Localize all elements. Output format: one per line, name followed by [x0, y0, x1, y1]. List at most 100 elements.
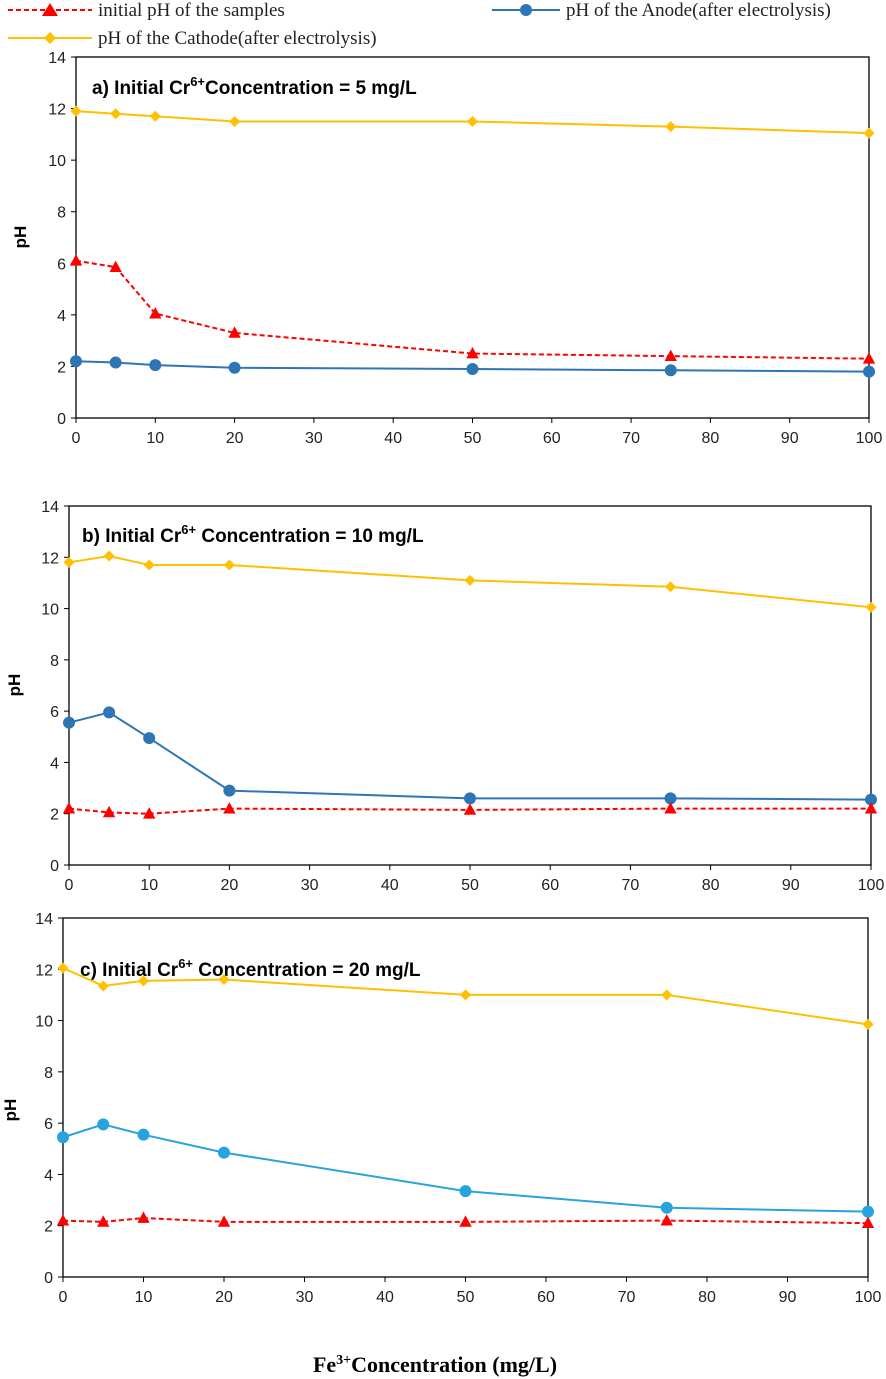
x-axis-title-sup: 3+	[336, 1353, 351, 1368]
data-point-cathode	[460, 989, 471, 1001]
x-tick-label: 20	[226, 430, 244, 447]
y-tick-label: 12	[48, 102, 66, 119]
legend-label-anode: pH of the Anode(after electrolysis)	[566, 0, 831, 21]
data-point-anode	[664, 364, 677, 377]
x-tick-label: 90	[781, 430, 799, 447]
data-point-anode	[863, 365, 875, 378]
data-point-initial	[660, 1214, 673, 1226]
data-point-cathode	[97, 980, 109, 992]
data-point-anode	[459, 1185, 472, 1198]
y-axis-label-b: pH	[5, 674, 24, 697]
data-point-anode	[464, 792, 476, 805]
y-tick-label: 6	[57, 256, 66, 273]
x-tick-label: 90	[779, 1289, 797, 1306]
x-tick-label: 20	[221, 877, 239, 894]
panel-title-prefix: a) Initial Cr	[92, 78, 191, 99]
legend: initial pH of the samples pH of the Anod…	[8, 0, 831, 49]
x-tick-label: 40	[381, 877, 399, 894]
data-point-cathode	[467, 115, 478, 127]
series-line-anode	[68, 711, 872, 801]
legend-label-cathode: pH of the Cathode(after electrolysis)	[98, 28, 377, 49]
y-tick-label: 8	[44, 1065, 53, 1082]
x-tick-label: 70	[622, 877, 640, 894]
y-axis-label-c: pH	[1, 1099, 20, 1122]
data-point-cathode	[665, 581, 676, 593]
y-tick-label: 0	[44, 1270, 53, 1287]
series-line-initial	[75, 259, 870, 360]
y-tick-label: 4	[44, 1167, 53, 1184]
data-point-cathode	[110, 108, 122, 120]
data-point-anode	[57, 1131, 69, 1144]
series-initial-b	[62, 802, 878, 819]
y-tick-label: 0	[50, 858, 59, 875]
data-point-initial	[217, 1215, 231, 1227]
data-point-anode	[97, 1118, 110, 1131]
data-point-initial	[69, 254, 83, 266]
x-tick-label: 70	[622, 430, 640, 447]
data-point-initial	[137, 1211, 150, 1223]
panel-title-sup: 6+	[181, 522, 196, 537]
data-point-initial	[102, 805, 116, 818]
data-point-initial	[149, 307, 162, 319]
data-point-initial	[664, 802, 677, 814]
chart-panel-c: 0 2 4 6 8 10 12 14 0 10 20 30 40 50 60 70 80 90 100 pH c) In…	[1, 911, 881, 1306]
x-tick-label: 10	[146, 430, 164, 447]
data-point-anode	[143, 732, 156, 745]
y-tick-label: 0	[57, 411, 66, 428]
x-tick-label: 30	[301, 877, 319, 894]
data-point-cathode	[143, 559, 155, 571]
x-tick-label: 100	[856, 430, 883, 447]
y-tick-label: 4	[57, 308, 66, 325]
legend-marker-anode	[520, 4, 532, 16]
x-tick-label: 80	[702, 430, 720, 447]
data-point-initial	[862, 352, 876, 364]
data-point-initial	[861, 1216, 875, 1229]
series-initial-c	[56, 1211, 875, 1229]
data-point-anode	[865, 793, 877, 806]
series-anode-c	[57, 1118, 874, 1218]
data-point-cathode	[464, 574, 476, 586]
data-point-cathode	[863, 127, 875, 139]
y-tick-label: 10	[48, 153, 66, 170]
y-tick-label: 14	[48, 50, 66, 67]
series-cathode-c	[57, 962, 874, 1030]
data-point-cathode	[57, 962, 69, 974]
series-anode-b	[63, 706, 877, 806]
data-point-cathode	[862, 1018, 874, 1030]
data-point-cathode	[63, 556, 75, 568]
data-point-initial	[466, 347, 479, 359]
y-tick-label: 2	[50, 807, 59, 824]
data-point-anode	[218, 1146, 230, 1159]
data-point-anode	[223, 784, 236, 797]
data-point-cathode	[70, 105, 82, 117]
data-point-initial	[62, 802, 76, 814]
data-point-initial	[97, 1215, 110, 1227]
x-tick-label: 50	[457, 1289, 475, 1306]
data-point-cathode	[665, 121, 677, 133]
y-tick-label: 6	[50, 704, 59, 721]
data-point-initial	[664, 349, 677, 361]
series-line-anode	[62, 1123, 869, 1213]
panel-title-prefix: b) Initial Cr	[82, 526, 182, 547]
x-tick-label: 50	[464, 430, 482, 447]
data-point-initial	[228, 326, 241, 338]
data-point-cathode	[229, 115, 241, 127]
data-point-anode	[660, 1201, 673, 1214]
x-tick-label: 60	[543, 430, 561, 447]
data-point-cathode	[865, 601, 877, 613]
data-point-anode	[228, 361, 241, 374]
x-tick-label: 0	[65, 877, 74, 894]
y-tick-label: 4	[50, 755, 59, 772]
data-point-anode	[63, 716, 75, 729]
data-point-initial	[109, 260, 122, 273]
y-tick-label: 8	[57, 205, 66, 222]
panel-title-sup: 6+	[178, 956, 193, 971]
x-tick-label: 60	[537, 1289, 555, 1306]
y-tick-label: 2	[44, 1219, 53, 1236]
x-tick-label: 30	[305, 430, 323, 447]
x-tick-label: 80	[702, 877, 720, 894]
data-point-initial	[223, 802, 236, 814]
panel-title-suffix: Concentration = 5 mg/L	[205, 78, 417, 99]
